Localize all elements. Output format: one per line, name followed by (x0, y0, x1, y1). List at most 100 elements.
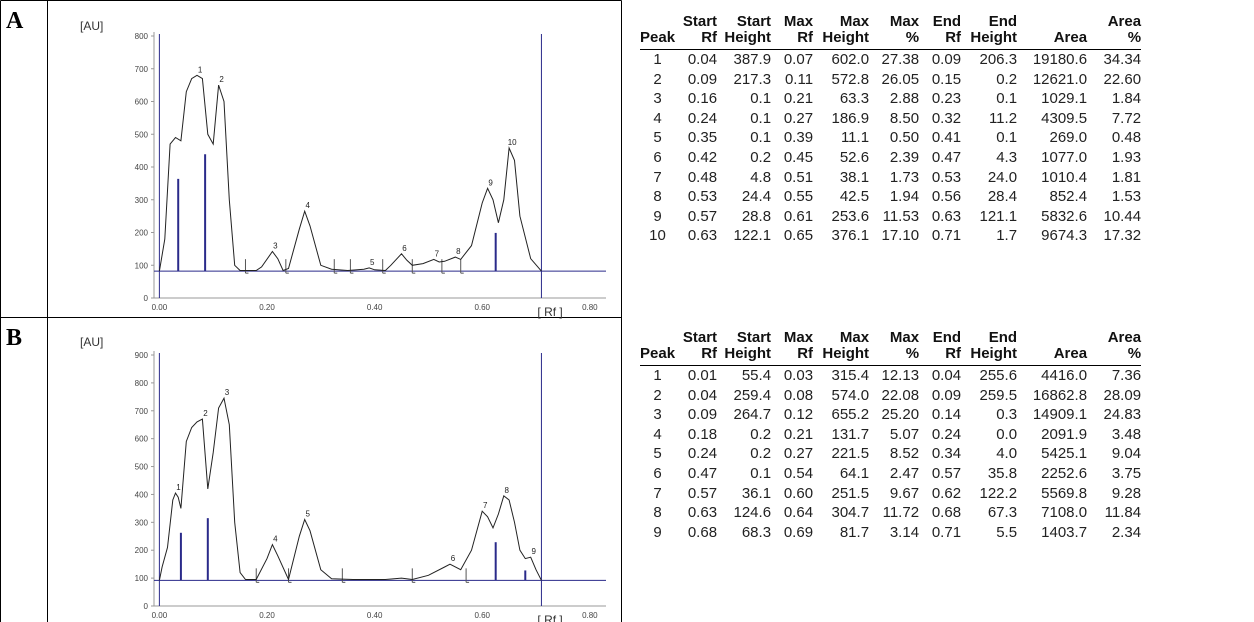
table-cell: 0.03 (783, 367, 814, 384)
peak-label: 10 (508, 138, 517, 147)
table-cell: 0.63 (687, 504, 718, 522)
table-cell: 0.71 (931, 523, 962, 541)
table-cell: 0.3 (996, 406, 1018, 424)
table-cell: 2.34 (1111, 523, 1142, 541)
table-cell: 28.8 (741, 207, 772, 225)
table-row: 8 0.53 24.4 0.55 42.5 1.94 0.56 28.4 852.4 1.53 (640, 187, 1141, 207)
table-cell: 7.36 (1111, 367, 1142, 384)
table-cell: 25.20 (881, 406, 920, 424)
x-tick-label: 0.20 (259, 303, 275, 312)
table-cell: 0.41 (931, 129, 962, 147)
table-cell: 253.6 (831, 207, 870, 225)
table-cell: 1.93 (1111, 148, 1142, 166)
peak-label: 5 (370, 258, 375, 267)
table-cell: 4.0 (996, 445, 1018, 463)
table-row: 3 0.16 0.1 0.21 63.3 2.88 0.23 0.1 1029.1 1.84 (640, 89, 1141, 109)
table-cell: 0.53 (687, 188, 718, 206)
table-cell: 8.50 (889, 109, 920, 127)
x-tick-label: 0.20 (259, 611, 275, 620)
table-row: 3 0.09 264.7 0.12 655.2 25.20 0.14 0.3 14909.1 24… (640, 405, 1141, 425)
table-cell: 251.5 (831, 484, 870, 502)
table-row: 4 0.24 0.1 0.27 186.9 8.50 0.32 11.2 4309.5 7.72 (640, 109, 1141, 129)
table-cell: 259.5 (979, 386, 1018, 404)
peak-label: 1 (176, 483, 181, 492)
table-cell: 42.5 (839, 188, 870, 206)
table-cell: 0.09 (931, 386, 962, 404)
y-axis-unit: [AU] (80, 335, 103, 349)
table-cell: 67.3 (987, 504, 1018, 522)
table-cell: 63.3 (839, 90, 870, 108)
column-header: End Rf (932, 13, 962, 46)
table-cell: 0.2 (750, 445, 772, 463)
table-cell: 55.4 (741, 367, 772, 384)
y-tick-label: 300 (135, 196, 149, 205)
table-cell: 0.56 (931, 188, 962, 206)
table-cell: 852.4 (1049, 188, 1088, 206)
table-cell: 4309.5 (1041, 109, 1088, 127)
column-header: Area% (1107, 13, 1142, 46)
table-cell: 3.75 (1111, 464, 1142, 482)
peak-label: 4 (273, 535, 278, 544)
peak-table-a: Peak Start Rf Start Height Max Rf Max Height Max%… (640, 13, 1142, 246)
table-cell: 1077.0 (1041, 148, 1088, 166)
y-tick-label: 300 (135, 518, 149, 527)
table-cell: 0.21 (783, 90, 814, 108)
table-cell: 12.13 (881, 367, 920, 384)
table-row: 7 0.57 36.1 0.60 251.5 9.67 0.62 122.2 5569.8 9.2… (640, 484, 1141, 504)
column-header: Peak (640, 345, 676, 362)
table-cell: 0.51 (783, 168, 814, 186)
table-cell: 1 (653, 367, 662, 384)
column-header: Start Rf (682, 329, 718, 362)
table-cell: 7.72 (1111, 109, 1142, 127)
table-cell: 122.1 (733, 227, 772, 245)
table-cell: 7108.0 (1041, 504, 1088, 522)
table-row: 9 0.68 68.3 0.69 81.7 3.14 0.71 5.5 1403.7 2.34 (640, 523, 1141, 543)
x-tick-label: 0.00 (152, 611, 168, 620)
table-row: 9 0.57 28.8 0.61 253.6 11.53 0.63 121.1 5832.6 10… (640, 207, 1141, 227)
table-row: 4 0.18 0.2 0.21 131.7 5.07 0.24 0.0 2091.9 3.48 (640, 425, 1141, 445)
column-header: Max% (889, 329, 920, 362)
table-cell: 9.67 (889, 484, 920, 502)
table-cell: 0.01 (687, 367, 718, 384)
x-axis-unit: [ Rf ] (537, 305, 562, 319)
peak-label: 4 (305, 201, 310, 210)
table-cell: 0.1 (996, 90, 1018, 108)
column-header: Max% (889, 13, 920, 46)
table-cell: 3.14 (889, 523, 920, 541)
table-cell: 0.61 (783, 207, 814, 225)
table-row: 10 0.63 122.1 0.65 376.1 17.10 0.71 1.7 9674.3 17… (640, 226, 1141, 246)
column-header: Start Rf (682, 13, 718, 46)
table-cell: 0.1 (750, 129, 772, 147)
y-tick-label: 800 (135, 379, 149, 388)
y-tick-label: 500 (135, 463, 149, 472)
table-cell: 1010.4 (1041, 168, 1088, 186)
peak-label: 3 (225, 388, 230, 397)
table-cell: 2252.6 (1041, 464, 1088, 482)
table-cell: 52.6 (839, 148, 870, 166)
table-cell: 11.2 (988, 109, 1018, 127)
table-cell: 255.6 (979, 367, 1018, 384)
table-cell: 2 (653, 386, 662, 404)
table-cell: 4.8 (750, 168, 772, 186)
table-cell: 1403.7 (1041, 523, 1088, 541)
table-cell: 0.18 (687, 425, 718, 443)
table-cell: 0.24 (931, 425, 962, 443)
table-cell: 0.68 (687, 523, 718, 541)
peak-label: 1 (198, 65, 203, 74)
table-cell: 0.32 (931, 109, 962, 127)
column-header: Peak (640, 29, 676, 46)
x-tick-label: 0.80 (582, 611, 598, 620)
table-cell: 0.57 (687, 207, 718, 225)
table-cell: 11.53 (882, 207, 920, 225)
table-cell: 5.07 (889, 425, 920, 443)
table-cell: 0.48 (1111, 129, 1142, 147)
table-cell: 26.05 (881, 70, 920, 88)
y-axis-unit: [AU] (80, 19, 103, 33)
table-cell: 0.1 (750, 109, 772, 127)
table-cell: 0.21 (783, 425, 814, 443)
table-cell: 64.1 (839, 464, 870, 482)
table-cell: 0.35 (687, 129, 718, 147)
table-cell: 0.63 (687, 227, 718, 245)
chromatogram-trace (158, 74, 542, 272)
